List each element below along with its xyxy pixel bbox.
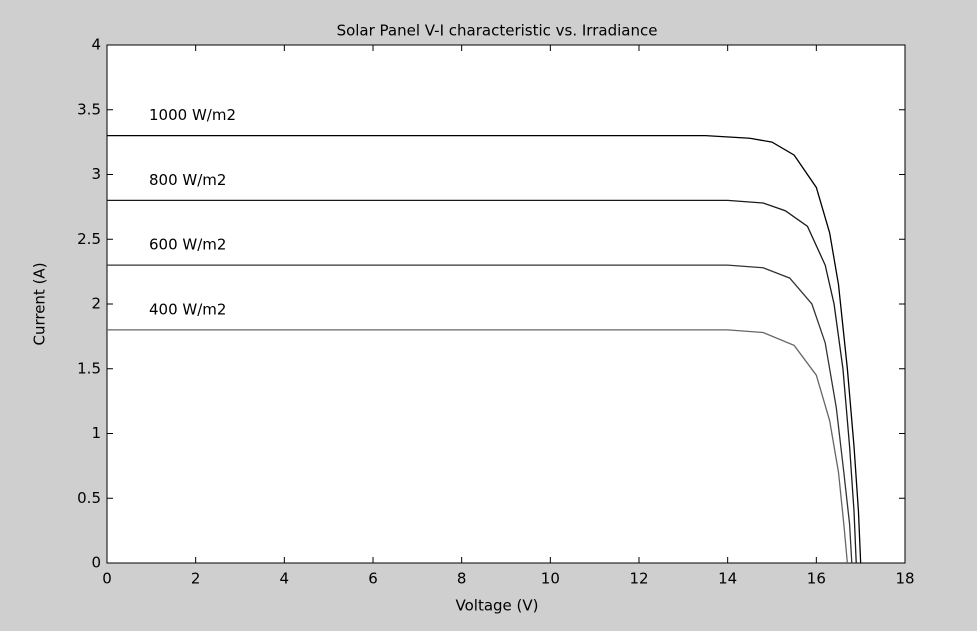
x-tick-label: 2 — [191, 570, 201, 588]
x-tick-label: 8 — [457, 570, 467, 588]
x-tick-label: 10 — [541, 570, 560, 588]
x-tick-label: 18 — [895, 570, 914, 588]
series-label: 400 W/m2 — [149, 300, 226, 318]
plot-area — [106, 44, 906, 564]
y-tick-label: 2.5 — [77, 230, 101, 248]
x-tick-label: 0 — [102, 570, 112, 588]
x-tick-label: 6 — [368, 570, 378, 588]
y-tick-label: 1 — [91, 424, 101, 442]
y-tick-label: 4 — [91, 36, 101, 54]
x-tick-label: 4 — [280, 570, 290, 588]
series-label: 600 W/m2 — [149, 236, 226, 254]
series-label: 1000 W/m2 — [149, 106, 236, 124]
y-tick-label: 0.5 — [77, 489, 101, 507]
x-tick-label: 12 — [629, 570, 648, 588]
x-tick-label: 14 — [718, 570, 737, 588]
y-tick-label: 3.5 — [77, 100, 101, 118]
series-label: 800 W/m2 — [149, 171, 226, 189]
y-tick-label: 1.5 — [77, 359, 101, 377]
x-axis-label: Voltage (V) — [456, 597, 539, 615]
y-tick-label: 0 — [91, 554, 101, 572]
y-tick-label: 2 — [91, 295, 101, 313]
y-tick-label: 3 — [91, 165, 101, 183]
y-axis-label: Current (A) — [31, 262, 49, 345]
x-tick-label: 16 — [807, 570, 826, 588]
series-line — [107, 264, 853, 564]
chart-title: Solar Panel V-I characteristic vs. Irrad… — [337, 22, 658, 40]
series-line — [107, 199, 857, 564]
series-line — [107, 134, 862, 564]
series-line — [107, 329, 849, 564]
